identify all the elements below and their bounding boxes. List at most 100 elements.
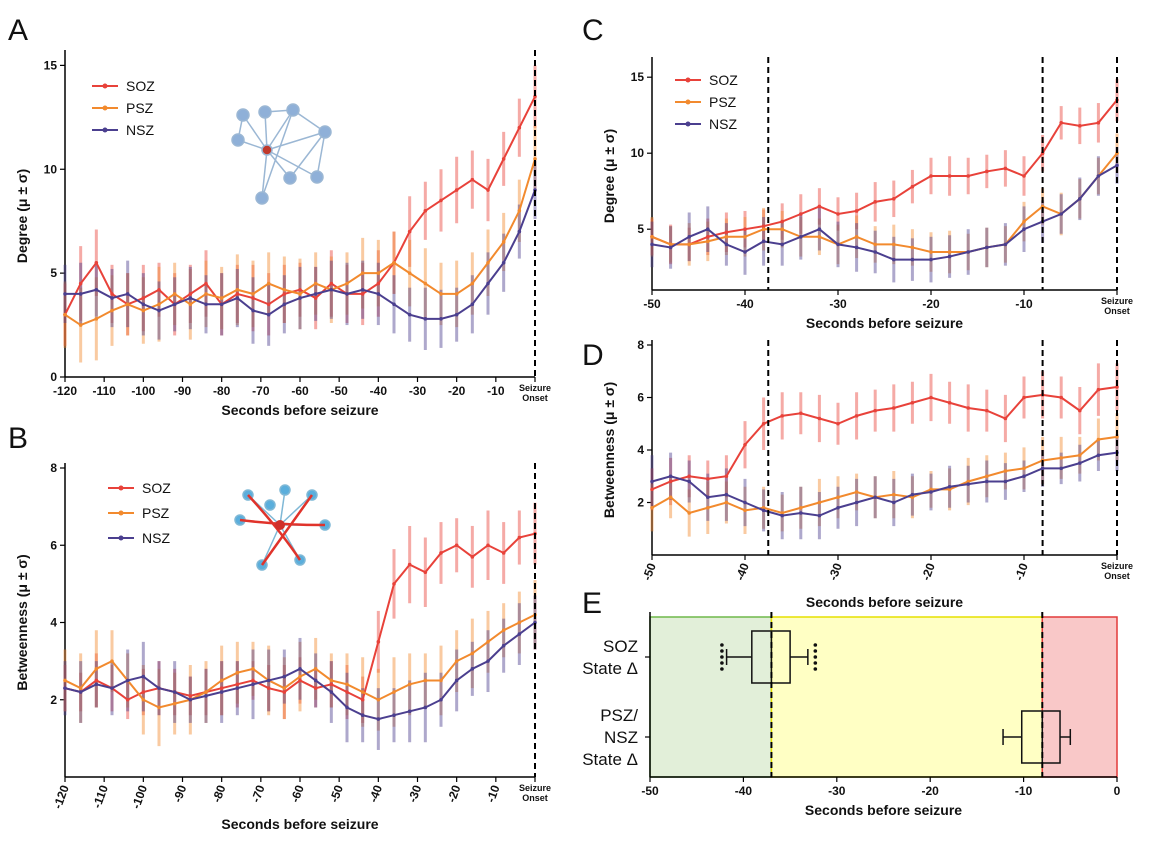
point [650, 487, 654, 492]
point [63, 312, 67, 317]
network-inset-b [234, 484, 331, 571]
point [486, 543, 490, 548]
point [1003, 242, 1008, 247]
point [910, 495, 915, 500]
point [313, 292, 318, 296]
y-tick-label: 10 [44, 162, 58, 176]
point [761, 505, 766, 510]
point [761, 224, 766, 228]
point [910, 245, 915, 250]
x-tick-label-line: Onset [1104, 571, 1130, 581]
point [157, 287, 161, 292]
point [94, 317, 99, 321]
point [360, 292, 365, 296]
point [854, 209, 859, 213]
point [235, 670, 240, 675]
series-line [651, 435, 1118, 515]
point [78, 690, 83, 694]
point [251, 678, 255, 683]
point [947, 484, 952, 489]
point [110, 686, 114, 690]
point [854, 245, 859, 250]
point [63, 292, 67, 296]
point [1003, 469, 1008, 473]
point [360, 690, 365, 694]
x-tick-label-line: Seizure [1101, 296, 1133, 306]
point [836, 242, 840, 247]
legend-label: PSZ [142, 505, 170, 521]
x-tick-label: -40 [370, 384, 388, 398]
y-tick-label: 10 [631, 146, 645, 160]
point [282, 302, 287, 307]
point [313, 667, 318, 671]
point [94, 667, 99, 671]
point [1003, 416, 1008, 421]
x-tick-label: Seizure Onset [1101, 296, 1133, 316]
point [282, 686, 287, 690]
legend-marker [118, 510, 124, 516]
x-tick-label: -60 [288, 783, 307, 804]
point [470, 651, 475, 656]
point [929, 174, 933, 178]
point [157, 302, 161, 307]
point [724, 474, 729, 479]
point [423, 281, 428, 286]
x-tick-label: -50 [640, 561, 659, 582]
point [110, 296, 114, 300]
point [687, 242, 691, 247]
legend-marker [102, 83, 108, 89]
point [125, 292, 130, 296]
x-tick-label: Seizure Onset [519, 783, 551, 803]
point [1059, 212, 1063, 216]
point [1059, 395, 1063, 400]
region [1041, 616, 1118, 778]
point [947, 254, 952, 259]
point [780, 513, 784, 518]
legend-label: PSZ [709, 94, 737, 110]
point [1078, 453, 1082, 458]
point [78, 292, 83, 296]
series-line [651, 99, 1118, 246]
point [743, 508, 747, 513]
point [533, 157, 537, 161]
point [1022, 395, 1026, 400]
point [141, 302, 146, 307]
point [423, 317, 428, 321]
point [486, 640, 490, 644]
point [743, 227, 747, 231]
point [407, 271, 412, 275]
point [219, 690, 224, 694]
point [1096, 121, 1101, 125]
legend-label: NSZ [709, 116, 737, 132]
point [454, 188, 459, 192]
point [125, 302, 130, 307]
point [929, 490, 933, 494]
point [439, 678, 443, 683]
point [761, 421, 766, 426]
point [423, 678, 428, 683]
panel-letter: D [582, 339, 604, 372]
point [947, 250, 952, 254]
x-tick-label: -10 [484, 783, 503, 804]
x-tick-label-line: Onset [522, 793, 548, 803]
point [345, 682, 349, 687]
point [668, 474, 673, 479]
point [706, 235, 710, 239]
point [188, 697, 193, 702]
legend-label: SOZ [142, 480, 171, 496]
point [706, 477, 710, 481]
point [1022, 227, 1026, 231]
point [376, 271, 381, 275]
legend-marker [685, 99, 691, 105]
outlier [720, 667, 724, 671]
y-tick-label: 5 [637, 222, 644, 236]
point [329, 287, 334, 292]
point [668, 245, 673, 250]
point [110, 659, 114, 663]
legend-label: SOZ [126, 78, 155, 94]
point [1022, 219, 1026, 224]
x-tick-label: -30 [828, 784, 846, 798]
point [836, 495, 840, 500]
point [141, 296, 146, 300]
point [219, 686, 224, 690]
